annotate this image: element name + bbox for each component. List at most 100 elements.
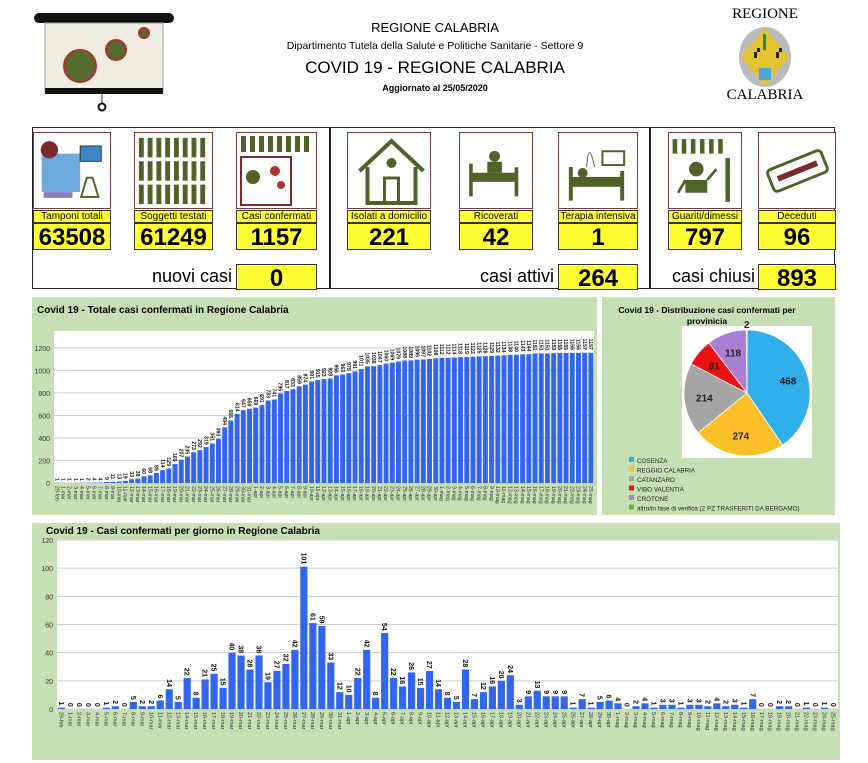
y-tick-label: 40	[45, 651, 53, 658]
data-label: 1140	[513, 341, 519, 352]
data-label: 9	[542, 690, 549, 694]
x-tick-label: 4-mag	[641, 712, 647, 728]
x-tick-label: 22-mag	[803, 712, 809, 731]
x-tick-label: 18-mar	[165, 486, 171, 503]
y-tick-label: 20	[45, 679, 53, 686]
bar	[520, 354, 526, 483]
stat-value: 96	[758, 223, 836, 251]
data-label: 1011	[357, 355, 363, 366]
bar	[569, 707, 577, 709]
bar	[129, 479, 135, 483]
data-label: 8	[192, 692, 199, 696]
x-tick-label: 24-mar	[273, 712, 279, 730]
x-tick-label: 9-mag	[488, 486, 494, 501]
bar	[178, 459, 184, 483]
bar	[524, 696, 532, 709]
data-label: 1157	[587, 339, 593, 350]
data-label: 38	[134, 471, 140, 477]
data-label: 2	[111, 700, 118, 704]
x-tick-label: 13-mar	[134, 486, 140, 503]
x-tick-label: 13-mar	[174, 712, 180, 730]
bar	[578, 699, 586, 709]
data-label: 129	[165, 457, 171, 466]
data-label: 1047	[376, 351, 382, 363]
x-tick-label: 6-mar	[111, 712, 117, 727]
x-tick-label: 14-apr	[462, 712, 468, 728]
data-label: 1156	[575, 339, 581, 350]
bar	[820, 707, 829, 709]
data-label: 1	[650, 702, 657, 706]
data-label: 1153	[550, 339, 556, 350]
intensive-care-icon	[558, 132, 638, 209]
data-label: 21	[201, 669, 208, 677]
x-tick-label: 29-feb	[58, 712, 64, 728]
x-tick-label: 11-mag	[500, 486, 506, 503]
data-label: 33	[326, 652, 333, 660]
bar	[443, 697, 452, 709]
bar	[315, 379, 321, 483]
bar	[172, 463, 178, 483]
x-tick-label: 12-mar	[165, 712, 171, 730]
slice-label: 468	[780, 376, 797, 387]
deceased-stamp-icon	[758, 132, 836, 209]
x-tick-label: 5-apr	[381, 712, 387, 725]
data-label: 7	[470, 693, 477, 697]
x-tick-label: 23-apr	[388, 486, 394, 501]
cumulative-chart-panel: Covid 19 - Totale casi confermati in Reg…	[32, 297, 597, 515]
data-label: 901	[308, 371, 314, 380]
data-label: 2	[632, 700, 639, 704]
bar	[802, 707, 811, 709]
x-tick-label: 25-mar	[208, 486, 214, 503]
data-label: 0	[766, 703, 773, 707]
data-label: 1089	[407, 346, 413, 358]
x-tick-label: 19-mag	[776, 712, 782, 731]
data-label: 0	[120, 703, 127, 707]
bar	[452, 701, 461, 709]
data-label: 6	[156, 694, 163, 698]
data-label: 1138	[506, 341, 512, 352]
x-tick-label: 2-mag	[623, 712, 629, 728]
data-label: 1126	[482, 342, 488, 353]
bar	[445, 357, 451, 483]
x-tick-label: 24-apr	[395, 486, 401, 501]
legend-swatch	[629, 457, 634, 462]
x-tick-label: 15-mar	[192, 712, 198, 730]
x-tick-label: 2-apr	[354, 712, 360, 725]
data-label: 22	[183, 668, 190, 676]
x-tick-label: 22-mag	[568, 486, 574, 504]
pie-slice	[697, 392, 784, 457]
data-label: 33	[128, 471, 134, 477]
y-tick-label: 400	[38, 436, 50, 443]
bar	[713, 703, 721, 709]
bar	[259, 405, 265, 483]
bar	[352, 371, 358, 483]
x-tick-label: 25-mar	[282, 712, 288, 730]
closed-cases-label: casi chiusi	[671, 266, 755, 286]
data-label: 1	[587, 702, 594, 706]
data-label: 5	[452, 696, 459, 700]
pie-slice	[746, 329, 811, 446]
bar	[282, 663, 290, 709]
x-tick-label: 9-mar	[109, 486, 115, 500]
x-tick-label: 22-mar	[255, 712, 261, 730]
x-tick-label: 10-apr	[308, 486, 314, 501]
data-label: 1	[78, 478, 84, 481]
x-tick-label: 17-mag	[537, 486, 543, 504]
data-label: 27	[425, 661, 432, 669]
bar	[147, 706, 155, 709]
x-tick-label: 18-mag	[544, 486, 550, 504]
stat-value: 61249	[134, 223, 213, 251]
y-tick-label: 100	[41, 566, 53, 573]
x-tick-label: 16-mag	[749, 712, 755, 731]
bar	[542, 696, 550, 709]
bar	[346, 373, 352, 483]
bar	[668, 704, 676, 709]
x-tick-label: 14-mag	[519, 486, 525, 504]
x-tick-label: 1-mag	[438, 486, 444, 501]
bar	[210, 673, 218, 709]
data-label: 1	[59, 478, 65, 481]
data-label: 60	[140, 468, 146, 474]
data-label: 68	[146, 467, 152, 473]
data-label: 1156	[568, 339, 574, 350]
bar	[476, 356, 482, 483]
